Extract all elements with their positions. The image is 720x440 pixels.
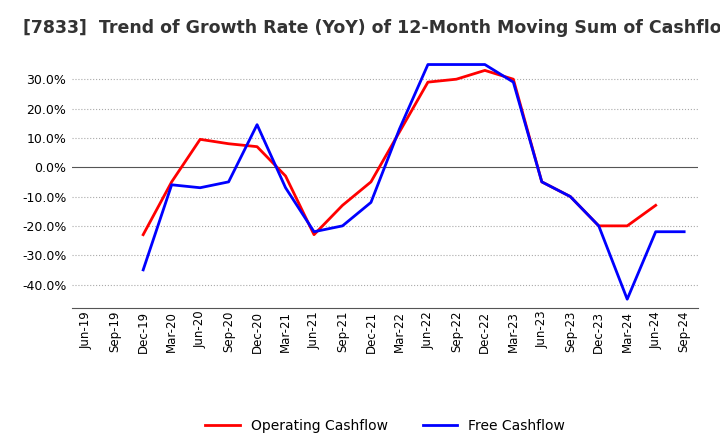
Legend: Operating Cashflow, Free Cashflow: Operating Cashflow, Free Cashflow <box>199 413 571 438</box>
Title: [7833]  Trend of Growth Rate (YoY) of 12-Month Moving Sum of Cashflows: [7833] Trend of Growth Rate (YoY) of 12-… <box>23 19 720 37</box>
